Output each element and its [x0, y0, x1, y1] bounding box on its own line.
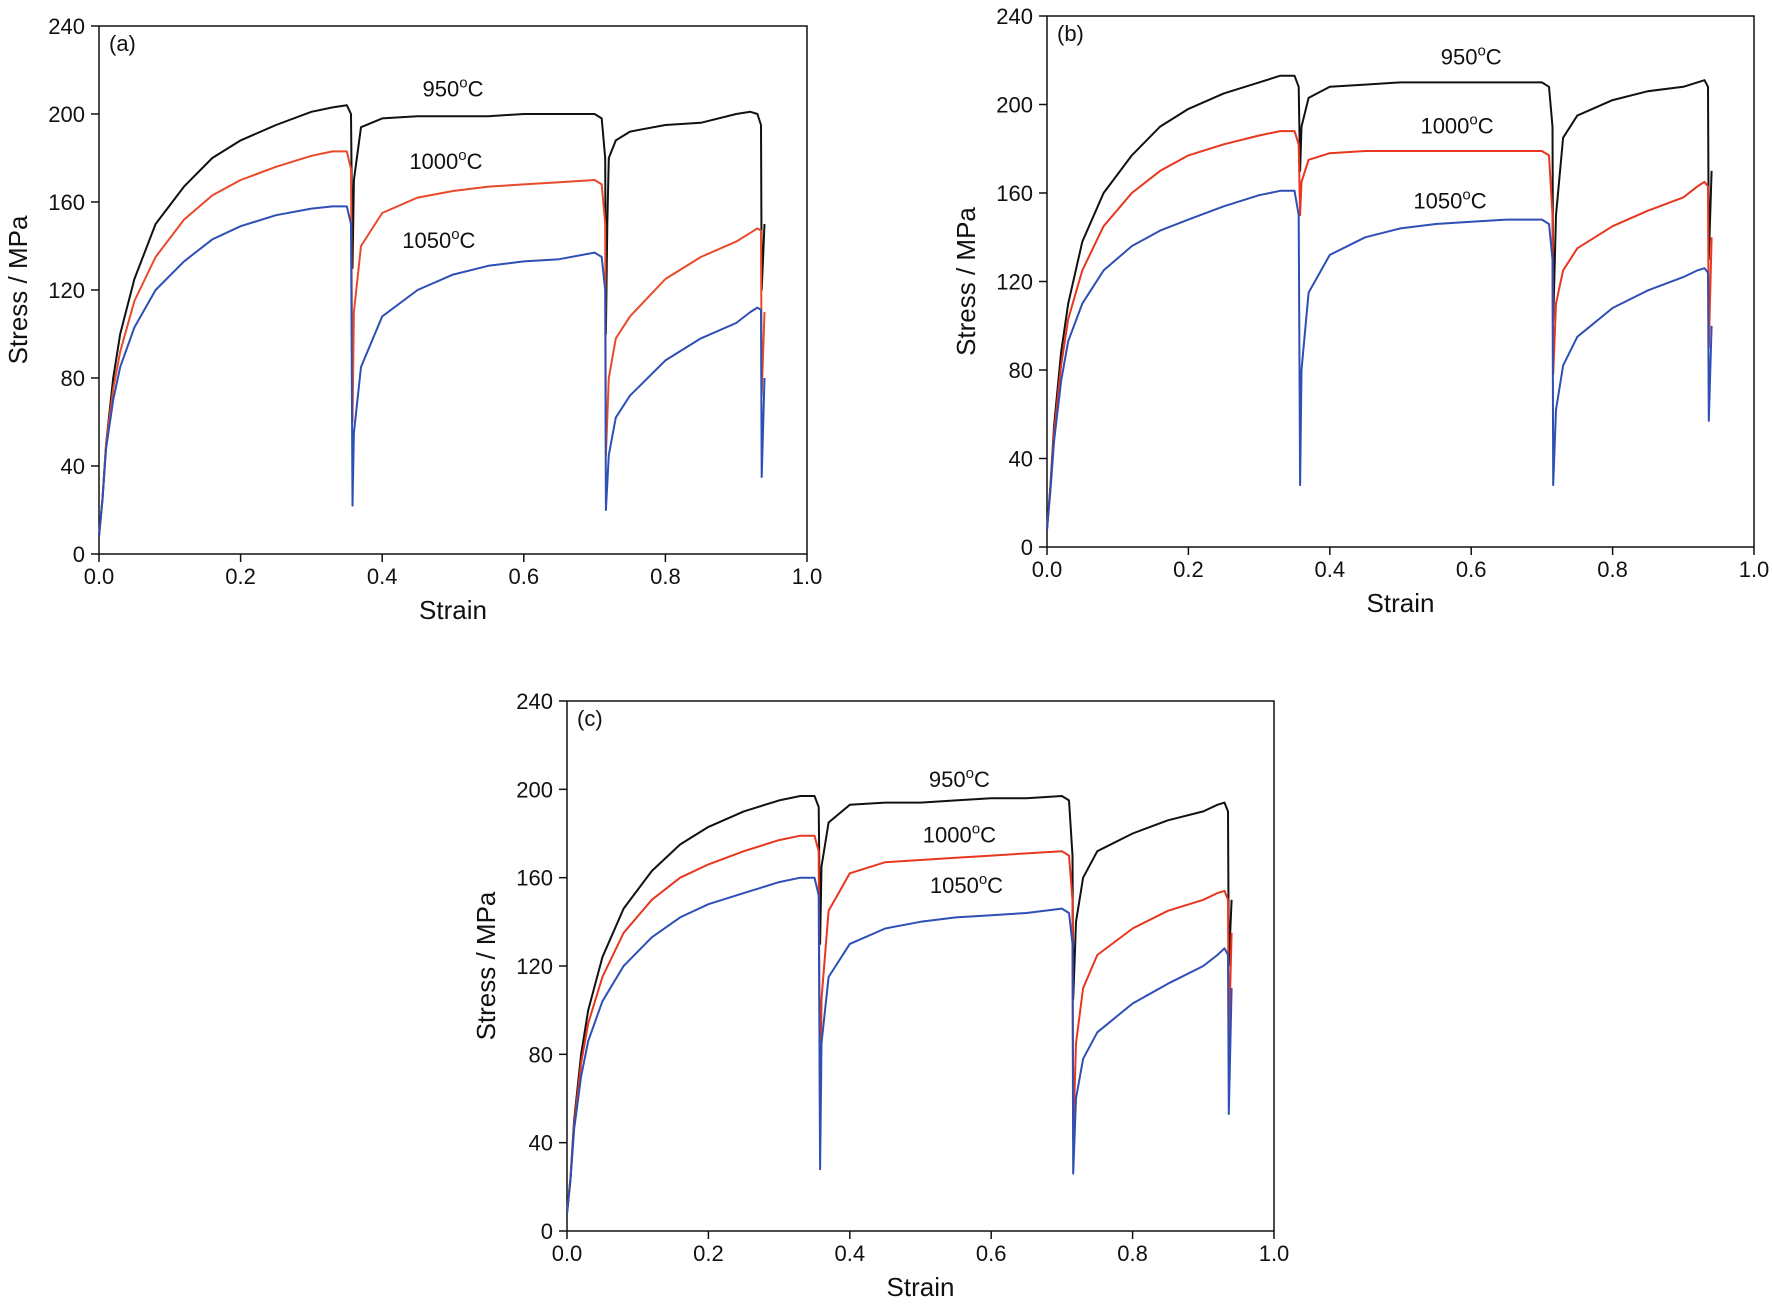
y-tick-label: 240 — [516, 689, 553, 714]
y-tick-label: 0 — [541, 1219, 553, 1244]
series-annotation: 950oC — [929, 765, 990, 792]
x-tick-label: 0.0 — [552, 1241, 583, 1266]
plot-frame — [98, 25, 808, 555]
x-tick-label: 1.0 — [1259, 1241, 1290, 1266]
y-tick-label: 40 — [529, 1131, 553, 1156]
y-tick-label: 120 — [996, 270, 1033, 295]
series-line-2 — [566, 876, 1233, 1214]
series-line-0 — [1046, 74, 1713, 530]
y-tick-label: 40 — [1009, 447, 1033, 472]
chart-panel-2: 0.0 0.2 0.4 0.6 0.8 1.0 0 40 80 120 160 200 240 Strai… — [471, 689, 1289, 1302]
series-annotation: 1050oC — [1413, 186, 1486, 213]
y-tick-label: 200 — [48, 102, 85, 127]
series-line-2 — [1046, 189, 1713, 530]
x-tick-label: 0.4 — [835, 1241, 866, 1266]
y-tick-label: 0 — [1021, 535, 1033, 560]
series-line-1 — [566, 834, 1233, 1214]
chart-panel-0: 0.0 0.2 0.4 0.6 0.8 1.0 0 40 80 120 160 200 240 Strai… — [3, 14, 822, 625]
plot-frame — [566, 700, 1275, 1232]
x-tick-label: 0.2 — [1173, 557, 1204, 582]
x-tick-label: 0.6 — [1456, 557, 1487, 582]
panel-label: (c) — [577, 706, 603, 731]
series-line-2 — [98, 205, 766, 537]
x-tick-label: 1.0 — [792, 564, 823, 589]
y-axis-label: Stress / MPa — [471, 891, 501, 1040]
series-line-1 — [1046, 130, 1713, 530]
y-tick-label: 80 — [61, 366, 85, 391]
series-line-0 — [566, 795, 1233, 1214]
x-tick-label: 0.0 — [84, 564, 115, 589]
y-axis-label: Stress / MPa — [951, 207, 981, 356]
panel-label: (b) — [1057, 21, 1084, 46]
y-tick-label: 40 — [61, 454, 85, 479]
x-tick-label: 0.4 — [1315, 557, 1346, 582]
x-tick-label: 0.8 — [1117, 1241, 1148, 1266]
y-tick-label: 160 — [516, 866, 553, 891]
series-line-1 — [98, 150, 766, 537]
y-tick-label: 200 — [516, 777, 553, 802]
chart-panel-1: 0.0 0.2 0.4 0.6 0.8 1.0 0 40 80 120 160 200 240 Strai… — [951, 4, 1769, 618]
x-axis-label: Strain — [1367, 588, 1435, 618]
series-annotation: 1050oC — [930, 871, 1003, 898]
series-annotation: 1050oC — [402, 226, 475, 253]
x-tick-label: 0.2 — [225, 564, 256, 589]
y-axis-label: Stress / MPa — [3, 215, 33, 364]
x-axis-label: Strain — [887, 1272, 955, 1302]
x-tick-label: 0.8 — [1597, 557, 1628, 582]
series-annotation: 1000oC — [1420, 111, 1493, 138]
x-tick-label: 0.0 — [1032, 557, 1063, 582]
x-tick-label: 0.4 — [367, 564, 398, 589]
plot-frame — [1046, 15, 1755, 548]
x-tick-label: 0.6 — [509, 564, 540, 589]
y-tick-label: 120 — [48, 278, 85, 303]
series-annotation: 950oC — [423, 74, 484, 101]
y-tick-label: 120 — [516, 954, 553, 979]
panel-label: (a) — [109, 31, 136, 56]
series-line-0 — [98, 104, 766, 537]
y-tick-label: 80 — [529, 1042, 553, 1067]
x-tick-label: 1.0 — [1739, 557, 1770, 582]
y-tick-label: 160 — [996, 181, 1033, 206]
x-axis-label: Strain — [419, 595, 487, 625]
series-annotation: 950oC — [1441, 43, 1502, 70]
y-tick-label: 240 — [48, 14, 85, 39]
x-tick-label: 0.2 — [693, 1241, 724, 1266]
y-tick-label: 160 — [48, 190, 85, 215]
series-annotation: 1000oC — [409, 147, 482, 174]
y-tick-label: 0 — [73, 542, 85, 567]
y-tick-label: 240 — [996, 4, 1033, 29]
x-tick-label: 0.6 — [976, 1241, 1007, 1266]
series-annotation: 1000oC — [923, 820, 996, 847]
y-tick-label: 80 — [1009, 358, 1033, 383]
x-tick-label: 0.8 — [650, 564, 681, 589]
y-tick-label: 200 — [996, 93, 1033, 118]
